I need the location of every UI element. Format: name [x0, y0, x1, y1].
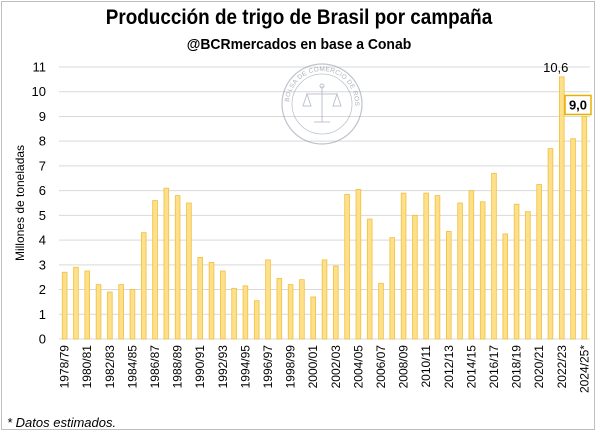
x-axis-ticks: 1978/79 1980/81 1982/83 1984/85 1986/87 1988/…	[58, 345, 592, 393]
y-tick-label: 1	[39, 307, 46, 322]
x-tick-label: 2018/19	[510, 345, 524, 389]
x-tick-label: 1990/91	[193, 345, 207, 389]
bar	[163, 187, 170, 340]
bar	[208, 261, 215, 340]
bar	[321, 259, 328, 340]
bar	[265, 259, 271, 340]
bar	[491, 172, 497, 340]
x-tick-label: 1984/85	[125, 345, 139, 389]
bar	[570, 138, 576, 340]
bar	[287, 284, 294, 340]
bar	[378, 282, 384, 340]
y-axis-ticks: 0 1 2 3 4 5 6 7 8 9 10 11	[32, 60, 46, 347]
bar	[434, 195, 441, 340]
x-tick-label: 2010/11	[419, 345, 433, 388]
bar	[95, 284, 102, 340]
x-tick-label: 1982/83	[103, 345, 117, 389]
x-tick-label: 1998/99	[284, 345, 298, 389]
y-tick-label: 3	[39, 257, 46, 272]
data-label-box	[564, 94, 592, 116]
bar	[513, 203, 520, 340]
bar	[479, 201, 486, 340]
y-tick-label: 2	[39, 282, 46, 297]
bar	[344, 193, 350, 340]
x-tick-label: 1996/97	[261, 345, 275, 389]
bar-series	[61, 76, 588, 340]
bar	[366, 218, 373, 340]
x-tick-label: 1988/89	[171, 345, 185, 389]
bar	[118, 284, 124, 340]
bar	[61, 271, 68, 340]
x-tick-label: 2020/21	[532, 345, 546, 389]
bar	[299, 279, 305, 340]
bar	[231, 287, 237, 340]
x-tick-label: 2004/05	[351, 345, 365, 389]
y-tick-label: 8	[39, 134, 46, 149]
bar	[186, 202, 192, 340]
bar	[457, 202, 463, 340]
bar	[468, 190, 475, 340]
bar	[276, 278, 283, 340]
bar	[253, 300, 260, 340]
bar	[140, 232, 147, 340]
bar	[333, 265, 339, 340]
chart-subtitle: @BCRmercados en base a Conab	[186, 36, 412, 53]
x-tick-label: 1992/93	[216, 345, 230, 389]
x-tick-label: 2002/03	[329, 345, 343, 389]
footnote: * Datos estimados.	[7, 415, 117, 430]
y-tick-label: 6	[39, 183, 46, 198]
x-tick-label: 2014/15	[464, 345, 478, 389]
y-tick-label: 0	[39, 332, 46, 347]
bar	[389, 237, 396, 340]
bar	[355, 188, 362, 340]
y-axis-label: Millones de toneladas	[13, 145, 27, 261]
data-label: 9,0	[569, 97, 587, 112]
bar	[525, 211, 531, 340]
bar	[446, 231, 452, 340]
data-label: 10,6	[543, 60, 568, 75]
bar	[129, 289, 136, 340]
x-tick-label: 1986/87	[148, 345, 162, 389]
x-tick-label: 1978/79	[58, 345, 72, 389]
y-tick-label: 5	[39, 208, 46, 223]
y-tick-label: 4	[39, 233, 46, 248]
y-tick-label: 9	[39, 109, 46, 124]
bar	[84, 270, 91, 340]
y-tick-label: 10	[32, 84, 46, 99]
x-tick-label: 2022/23	[555, 345, 569, 389]
x-tick-label: 1980/81	[80, 345, 94, 389]
bar	[310, 296, 316, 340]
data-annotations: 10,6 9,0	[543, 60, 592, 116]
bcr-seal-watermark: BOLSA DE COMERCIO DE ROSARIO	[0, 0, 363, 145]
chart-title: Producción de trigo de Brasil por campañ…	[105, 6, 493, 29]
bar	[400, 192, 407, 340]
bar	[581, 116, 588, 340]
bar	[107, 291, 113, 340]
x-tick-label: 2016/17	[487, 345, 501, 389]
x-tick-label: 2000/01	[306, 345, 320, 389]
x-tick-label: 1994/95	[238, 345, 252, 389]
bar	[152, 200, 158, 340]
x-tick-label: 2012/13	[442, 345, 456, 389]
x-tick-label: 2008/09	[397, 345, 411, 389]
bar	[242, 285, 249, 340]
seal-text: BOLSA DE COMERCIO DE ROSARIO	[0, 0, 360, 107]
bar	[502, 233, 509, 340]
y-tick-label: 7	[39, 158, 46, 173]
bar	[197, 256, 203, 340]
bar	[423, 192, 429, 340]
bar	[220, 270, 226, 340]
x-tick-label: 2024/25*	[577, 345, 591, 393]
bar	[536, 184, 542, 340]
bar	[73, 266, 79, 340]
scales-of-justice-icon	[302, 83, 342, 123]
bar	[558, 76, 565, 340]
x-tick-label: 2006/07	[374, 345, 388, 389]
y-tick-label: 11	[33, 60, 47, 75]
bar	[412, 214, 418, 340]
bar	[547, 148, 554, 340]
bar	[174, 195, 181, 340]
